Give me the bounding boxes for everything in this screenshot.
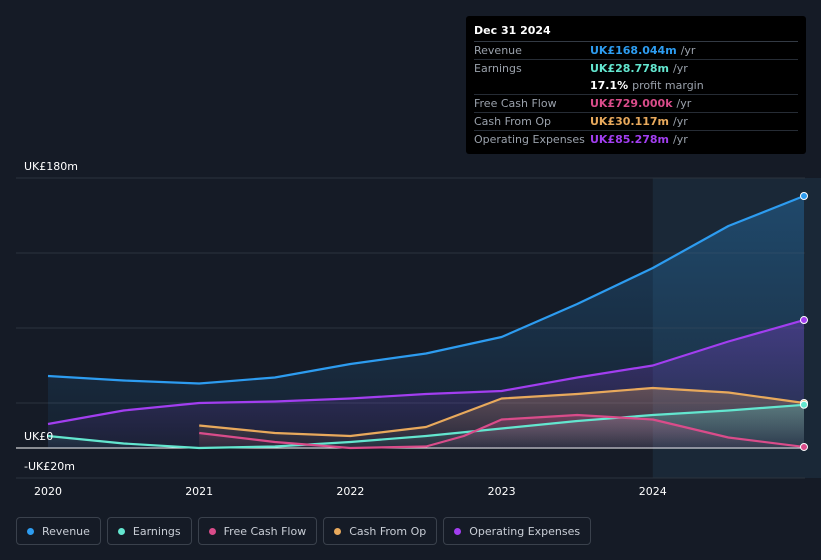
y-axis-zero-label: UK£0 [24, 430, 53, 443]
legend-item-cash-from-op[interactable]: Cash From Op [323, 517, 437, 545]
tooltip-row-cfo: Cash From Op UK£30.117m /yr [474, 113, 798, 131]
legend-item-operating-expenses[interactable]: Operating Expenses [443, 517, 591, 545]
legend-dot-icon [334, 528, 341, 535]
tooltip-value: UK£168.044m [590, 44, 677, 57]
legend-dot-icon [454, 528, 461, 535]
chart-legend: Revenue Earnings Free Cash Flow Cash Fro… [16, 517, 591, 545]
tooltip-row-opex: Operating Expenses UK£85.278m /yr [474, 131, 798, 148]
series-endpoint-revenue [801, 193, 808, 200]
legend-item-earnings[interactable]: Earnings [107, 517, 192, 545]
tooltip-label: Free Cash Flow [474, 97, 590, 110]
legend-item-revenue[interactable]: Revenue [16, 517, 101, 545]
tooltip-value: UK£729.000k [590, 97, 673, 110]
series-endpoint-fcf [801, 443, 808, 450]
tooltip-label: Cash From Op [474, 115, 590, 128]
legend-label: Free Cash Flow [224, 525, 307, 538]
y-axis-top-label: UK£180m [24, 160, 78, 173]
tooltip-value: UK£30.117m [590, 115, 669, 128]
tooltip-label: Operating Expenses [474, 133, 590, 146]
tooltip-unit: /yr [673, 115, 688, 128]
tooltip-value: UK£85.278m [590, 133, 669, 146]
legend-label: Revenue [42, 525, 90, 538]
tooltip-date: Dec 31 2024 [474, 24, 798, 42]
tooltip-unit: /yr [673, 133, 688, 146]
tooltip-label: Earnings [474, 62, 590, 75]
legend-dot-icon [209, 528, 216, 535]
legend-label: Operating Expenses [469, 525, 580, 538]
tooltip-row-revenue: Revenue UK£168.044m /yr [474, 42, 798, 60]
tooltip-row-earnings: Earnings UK£28.778m /yr [474, 60, 798, 77]
tooltip-value: UK£28.778m [590, 62, 669, 75]
series-endpoint-opex [801, 317, 808, 324]
data-tooltip: Dec 31 2024 Revenue UK£168.044m /yr Earn… [466, 16, 806, 154]
tooltip-unit: /yr [681, 44, 696, 57]
x-tick-label: 2022 [336, 485, 364, 498]
legend-item-free-cash-flow[interactable]: Free Cash Flow [198, 517, 318, 545]
tooltip-unit: /yr [677, 97, 692, 110]
x-tick-label: 2020 [34, 485, 62, 498]
legend-dot-icon [118, 528, 125, 535]
tooltip-value: 17.1% [590, 79, 628, 92]
tooltip-unit: /yr [673, 62, 688, 75]
legend-label: Earnings [133, 525, 181, 538]
tooltip-label: Revenue [474, 44, 590, 57]
legend-dot-icon [27, 528, 34, 535]
x-tick-label: 2024 [639, 485, 667, 498]
series-endpoint-earnings [801, 401, 808, 408]
tooltip-unit: profit margin [632, 79, 704, 92]
legend-label: Cash From Op [349, 525, 426, 538]
x-tick-label: 2023 [488, 485, 516, 498]
tooltip-row-fcf: Free Cash Flow UK£729.000k /yr [474, 95, 798, 113]
y-axis-bottom-label: -UK£20m [24, 460, 75, 473]
x-tick-label: 2021 [185, 485, 213, 498]
tooltip-row-margin: 17.1% profit margin [474, 77, 798, 95]
